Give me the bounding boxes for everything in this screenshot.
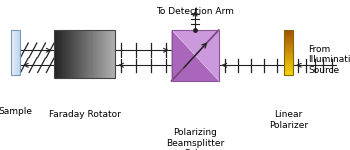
Bar [14, 30, 15, 75]
Bar [90, 30, 91, 78]
Bar [102, 30, 104, 78]
Bar [16, 30, 17, 75]
Text: To Detection Arm: To Detection Arm [156, 7, 234, 16]
Bar [284, 58, 293, 61]
Bar [97, 30, 99, 78]
Bar [284, 60, 293, 62]
Bar [20, 30, 21, 75]
Bar [10, 30, 20, 75]
Text: Linear
Polarizer: Linear Polarizer [269, 110, 308, 130]
Bar [284, 46, 293, 48]
Bar [54, 30, 116, 78]
Bar [284, 42, 293, 44]
Bar [172, 30, 219, 81]
Bar [57, 30, 59, 78]
Bar [70, 30, 71, 78]
Bar [284, 40, 293, 43]
Bar [284, 73, 293, 75]
Bar [83, 30, 85, 78]
Bar [284, 32, 293, 34]
Bar [100, 30, 102, 78]
Bar [284, 62, 293, 64]
Bar [11, 30, 12, 75]
Bar [18, 30, 19, 75]
Bar [17, 30, 18, 75]
Bar [284, 37, 293, 39]
Bar [88, 30, 90, 78]
Bar [92, 30, 95, 78]
Bar [284, 57, 293, 59]
Bar [99, 30, 100, 78]
Bar [284, 71, 293, 73]
Bar [114, 30, 116, 78]
Bar [60, 30, 62, 78]
Text: Polarizing
Beamsplitter
Cube: Polarizing Beamsplitter Cube [166, 128, 224, 150]
Bar [108, 30, 110, 78]
Bar [284, 64, 293, 66]
Bar [94, 30, 96, 78]
Bar [19, 30, 20, 75]
Bar [77, 30, 79, 78]
Bar [82, 30, 84, 78]
Bar [13, 30, 14, 75]
Bar [284, 44, 293, 46]
Bar [112, 30, 114, 78]
Bar [96, 30, 97, 78]
Bar [15, 30, 16, 75]
Bar [76, 30, 78, 78]
Bar [14, 30, 15, 75]
Bar [284, 53, 293, 55]
Bar [10, 30, 11, 75]
Bar [284, 68, 293, 70]
Bar [56, 30, 58, 78]
Bar [63, 30, 65, 78]
Bar [59, 30, 61, 78]
Bar [284, 33, 293, 35]
Bar [106, 30, 108, 78]
Polygon shape [172, 30, 219, 81]
Bar [284, 30, 293, 32]
Bar [65, 30, 67, 78]
Text: Sample: Sample [0, 107, 33, 116]
Bar [15, 30, 16, 75]
Bar [284, 50, 293, 52]
Bar [91, 30, 93, 78]
Bar [111, 30, 113, 78]
Bar [66, 30, 68, 78]
Bar [284, 30, 293, 75]
Bar [284, 35, 293, 37]
Bar [80, 30, 82, 78]
Bar [105, 30, 107, 78]
Text: From
Illumination
Source: From Illumination Source [308, 45, 350, 75]
Bar [19, 30, 20, 75]
Bar [284, 69, 293, 71]
Bar [16, 30, 17, 75]
Bar [13, 30, 14, 75]
Bar [103, 30, 105, 78]
Bar [68, 30, 70, 78]
Bar [62, 30, 64, 78]
Bar [71, 30, 73, 78]
Bar [284, 66, 293, 68]
Bar [284, 51, 293, 53]
Bar [79, 30, 80, 78]
Bar [12, 30, 13, 75]
Bar [86, 30, 88, 78]
Bar [109, 30, 111, 78]
Text: Faraday Rotator: Faraday Rotator [49, 110, 121, 119]
Bar [284, 39, 293, 41]
Polygon shape [172, 30, 219, 81]
Bar [54, 30, 56, 78]
Bar [85, 30, 87, 78]
Bar [18, 30, 19, 75]
Bar [74, 30, 76, 78]
Bar [284, 55, 293, 57]
Bar [73, 30, 75, 78]
Bar [284, 48, 293, 50]
